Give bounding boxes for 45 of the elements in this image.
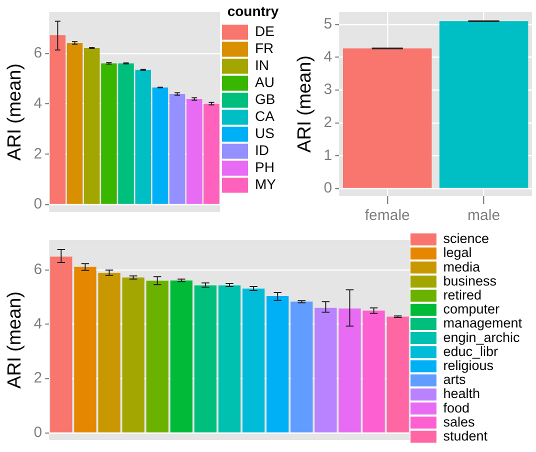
y-axis-title: ARI (mean)	[294, 55, 316, 153]
x-tick-label: female	[364, 207, 410, 224]
y-tick-label: 2	[34, 370, 42, 387]
legend-label: MY	[255, 176, 277, 192]
legend-label: student	[443, 428, 488, 444]
legend-label: FR	[255, 40, 274, 56]
x-tick-label: male	[468, 207, 500, 224]
y-tick-label: 0	[324, 180, 332, 197]
legend-label: IN	[255, 57, 269, 74]
legend-label: engin_archic	[443, 330, 520, 345]
legend-label: AU	[255, 74, 274, 90]
y-tick-label: 4	[324, 48, 332, 66]
y-tick-label: 4	[34, 94, 42, 112]
legend-label: science	[443, 231, 489, 246]
legend-label: food	[443, 400, 470, 416]
legend-label: GB	[255, 91, 276, 108]
y-tick-label: 6	[34, 261, 42, 278]
legend-label: educ_libr	[443, 344, 498, 359]
y-tick-label: 4	[34, 315, 42, 332]
y-tick-label: 0	[34, 196, 42, 213]
legend-label: ID	[255, 142, 269, 158]
legend-label: PH	[255, 159, 274, 176]
legend-label: management	[443, 316, 522, 331]
legend-label: arts	[443, 372, 466, 388]
legend-label: sales	[443, 414, 475, 430]
legend-label: computer	[443, 302, 500, 317]
legend-label: religious	[443, 358, 494, 373]
y-tick-label: 2	[324, 114, 332, 131]
legend-label: health	[443, 386, 480, 402]
legend-label: media	[443, 259, 480, 274]
legend-label: business	[443, 273, 497, 288]
legend-label: US	[255, 125, 274, 142]
y-tick-label: 1	[324, 146, 332, 164]
legend-label: DE	[255, 23, 274, 40]
legend-title: country	[227, 2, 279, 19]
legend-label: CA	[255, 108, 276, 124]
y-tick-label: 5	[324, 16, 332, 33]
legend-label: retired	[443, 287, 482, 302]
y-tick-label: 2	[34, 145, 42, 162]
y-tick-label: 0	[34, 424, 42, 442]
y-tick-label: 6	[34, 44, 42, 62]
y-axis-title: ARI (mean)	[4, 63, 26, 161]
legend-label: legal	[443, 245, 472, 260]
y-axis-title: ARI (mean)	[4, 291, 26, 389]
y-tick-label: 3	[324, 81, 332, 98]
